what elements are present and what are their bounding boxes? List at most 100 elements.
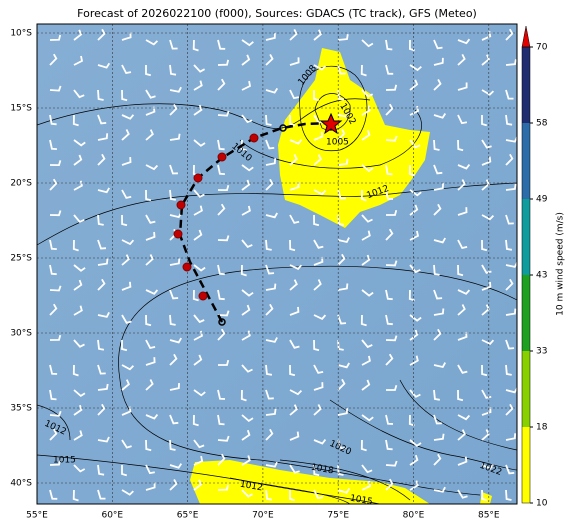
wind-barb (49, 459, 61, 466)
wind-barb (457, 139, 464, 152)
wind-barb (433, 183, 444, 191)
wind-barb (481, 139, 492, 149)
wind-barb (192, 414, 199, 427)
wind-barb (49, 53, 58, 66)
wind-barb (505, 364, 512, 376)
wind-barb (73, 389, 86, 398)
wind-barb (481, 239, 488, 252)
wind-barb (49, 428, 58, 441)
wind-barb (385, 478, 394, 491)
wind-barb (337, 283, 349, 291)
wind-barb (217, 185, 230, 192)
wind-barb (217, 289, 225, 301)
wind-barb (49, 139, 57, 150)
wind-barb (97, 364, 106, 375)
wind-barb (360, 439, 367, 452)
lon-label: 60°E (101, 511, 123, 521)
wind-barb (505, 262, 517, 268)
wind-barb (121, 439, 132, 449)
wind-barb (457, 179, 466, 191)
colorbar-tick-label: 70 (536, 43, 548, 53)
wind-barb (361, 464, 373, 474)
wind-barb (49, 364, 58, 375)
wind-barb (361, 105, 371, 116)
wind-barb (265, 389, 274, 400)
wind-barb (193, 354, 203, 366)
wind-barb (289, 214, 300, 224)
wind-barb (145, 89, 156, 99)
wind-barb (337, 158, 349, 166)
wind-barb (289, 389, 303, 396)
wind-barb (97, 489, 106, 500)
wind-barb (289, 464, 300, 474)
wind-barb (145, 65, 152, 77)
wind-barb (337, 362, 350, 369)
wind-barb (385, 353, 394, 366)
wind-barb (49, 178, 58, 191)
wind-barb (49, 285, 62, 292)
wind-barb (97, 214, 104, 226)
wind-barb (240, 389, 247, 402)
wind-barb (169, 189, 176, 201)
wind-barb (193, 314, 205, 324)
wind-barb (73, 305, 83, 316)
wind-barb (289, 182, 300, 191)
wind-barb (97, 153, 106, 166)
wind-barb (505, 239, 513, 251)
wind-barb (505, 308, 517, 316)
wind-barb (457, 207, 468, 216)
wind-barb (457, 53, 466, 66)
wind-barb (481, 264, 492, 274)
wind-barb (505, 403, 514, 416)
wind-barb (457, 114, 468, 125)
wind-barb (457, 264, 464, 277)
wind-barb (409, 314, 422, 322)
wind-barb (193, 389, 206, 397)
wind-barb (265, 461, 278, 468)
wind-barb (505, 183, 517, 191)
wind-barb (169, 289, 179, 300)
colorbar-tick-label: 10 (536, 499, 548, 509)
wind-barb (433, 389, 440, 401)
isobar-label: 1005 (326, 138, 349, 148)
wind-barb (457, 164, 471, 170)
wind-barb (121, 254, 130, 266)
lon-label: 85°E (478, 511, 500, 521)
wind-barb (49, 489, 58, 500)
wind-barb (409, 79, 419, 91)
wind-barb (385, 39, 393, 51)
wind-barb (121, 465, 128, 477)
wind-barb (289, 114, 296, 127)
isobar-label: 1012 (239, 480, 263, 494)
wind-barb (337, 339, 344, 351)
wind-barb (169, 164, 178, 175)
wind-barb (361, 379, 371, 391)
wind-barb (361, 214, 373, 223)
wind-barb (433, 289, 443, 300)
wind-barb (386, 384, 398, 391)
wind-barb (145, 464, 155, 475)
wind-barb (289, 154, 298, 166)
lat-label: 25°S (10, 254, 32, 264)
wind-barb (145, 164, 159, 171)
wind-barb (217, 328, 226, 341)
wind-barb (145, 214, 156, 224)
wind-barb (240, 139, 247, 152)
wind-barb (289, 404, 298, 416)
wind-barb (169, 133, 181, 141)
wind-barb (361, 39, 374, 48)
wind-barb (385, 414, 394, 425)
wind-barb (73, 264, 86, 272)
wind-barb (313, 489, 324, 500)
isobar-label: 1015 (349, 494, 373, 508)
wind-barb (193, 64, 206, 73)
wind-barb (457, 414, 471, 421)
wind-barb (265, 264, 275, 275)
wind-barb (169, 353, 178, 366)
wind-barb (313, 154, 322, 166)
wind-barb (145, 314, 152, 327)
wind-barb (481, 89, 495, 96)
wind-barb (121, 239, 135, 246)
wind-barb (193, 229, 203, 241)
